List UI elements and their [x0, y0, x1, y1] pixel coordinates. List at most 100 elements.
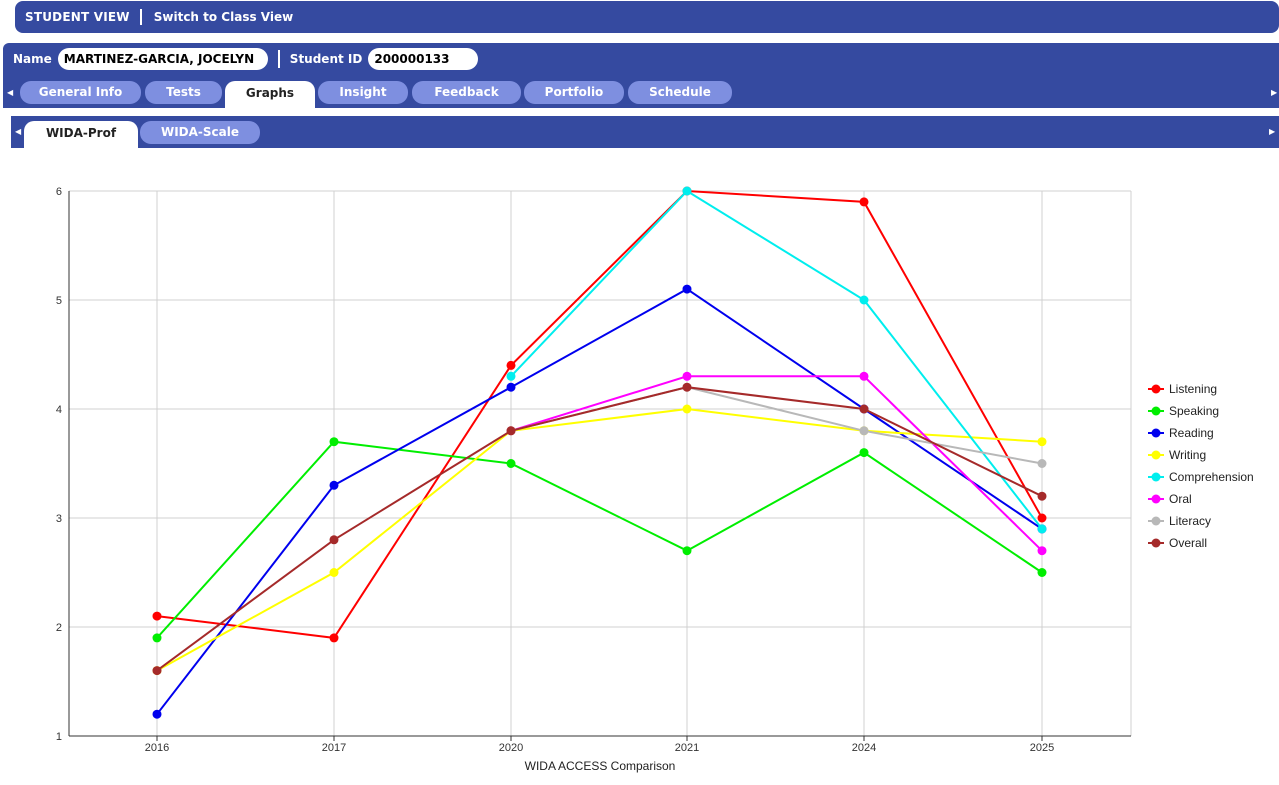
data-point-listening — [329, 633, 339, 643]
legend-item-literacy: Literacy — [1148, 514, 1211, 528]
legend-label: Writing — [1169, 448, 1206, 462]
y-tick-label: 2 — [56, 622, 62, 634]
data-point-overall — [152, 666, 162, 676]
y-tick-label: 4 — [56, 404, 62, 416]
name-label: Name — [13, 52, 52, 66]
legend-marker — [1151, 428, 1161, 438]
series-listening — [152, 186, 1047, 643]
data-point-overall — [506, 426, 516, 436]
tab-insight[interactable]: Insight — [318, 81, 408, 104]
series-line-comprehension — [510, 189, 1043, 530]
y-tick-label: 1 — [56, 731, 62, 743]
legend-label: Speaking — [1169, 404, 1219, 418]
data-point-speaking — [1037, 568, 1047, 577]
tab-feedback[interactable]: Feedback — [412, 81, 521, 104]
data-point-overall — [1037, 491, 1047, 501]
series-comprehension — [506, 186, 1047, 534]
x-tick-label: 2016 — [145, 742, 169, 754]
data-point-overall — [329, 535, 339, 545]
student-id-field: 200000133 — [368, 48, 479, 70]
legend-marker — [1151, 516, 1161, 526]
legend-marker — [1151, 494, 1161, 504]
y-tick-label: 5 — [56, 295, 62, 307]
data-point-listening — [1037, 513, 1047, 523]
data-point-speaking — [682, 546, 692, 556]
data-point-comprehension — [1037, 524, 1047, 534]
student-identity-row: Name MARTINEZ-GARCIA, JOCELYN Student ID… — [13, 48, 479, 70]
series-literacy — [506, 382, 1047, 468]
data-point-speaking — [152, 633, 162, 643]
x-tick-label: 2024 — [852, 742, 876, 754]
series-line-listening — [156, 189, 1043, 639]
legend-item-comprehension: Comprehension — [1148, 470, 1254, 484]
data-point-reading — [152, 709, 162, 719]
legend-label: Literacy — [1169, 514, 1211, 528]
main-tabs: ◀ General Info Tests Graphs Insight Feed… — [3, 80, 1279, 108]
x-axis-title: WIDA ACCESS Comparison — [525, 759, 676, 773]
tabs-scroll-right-icon[interactable]: ▶ — [1271, 88, 1278, 97]
legend-marker — [1151, 450, 1161, 460]
divider — [277, 50, 280, 68]
legend-item-overall: Overall — [1148, 536, 1207, 550]
series-speaking — [152, 437, 1047, 643]
data-point-overall — [682, 382, 692, 392]
data-point-speaking — [329, 437, 339, 447]
subtab-wida-scale[interactable]: WIDA-Scale — [140, 121, 260, 144]
tab-general-info[interactable]: General Info — [20, 81, 141, 104]
data-point-literacy — [1037, 459, 1047, 468]
x-tick-label: 2021 — [675, 742, 699, 754]
subtabs-scroll-left-icon[interactable]: ◀ — [15, 127, 22, 136]
data-point-comprehension — [859, 295, 869, 305]
subtabs-scroll-right-icon[interactable]: ▶ — [1269, 127, 1276, 136]
legend-marker — [1151, 406, 1161, 416]
legend-marker — [1151, 538, 1161, 548]
tab-graphs[interactable]: Graphs — [225, 81, 315, 108]
tab-portfolio[interactable]: Portfolio — [524, 81, 624, 104]
data-point-writing — [1037, 437, 1047, 447]
data-point-speaking — [859, 448, 869, 458]
legend-item-listening: Listening — [1148, 382, 1217, 396]
series-reading — [152, 284, 1047, 719]
student-header: Name MARTINEZ-GARCIA, JOCELYN Student ID… — [3, 43, 1279, 108]
data-point-reading — [506, 382, 516, 392]
legend-item-reading: Reading — [1148, 426, 1214, 440]
data-point-oral — [859, 371, 869, 381]
legend-label: Comprehension — [1169, 470, 1254, 484]
data-point-oral — [1037, 546, 1047, 556]
subtab-wida-prof[interactable]: WIDA-Prof — [24, 121, 138, 148]
x-tick-label: 2025 — [1030, 742, 1054, 754]
data-point-writing — [682, 404, 692, 414]
tab-tests[interactable]: Tests — [145, 81, 222, 104]
graph-subtabs: ◀ WIDA-Prof WIDA-Scale ▶ — [11, 116, 1279, 148]
data-point-comprehension — [506, 371, 516, 381]
legend-label: Listening — [1169, 382, 1217, 396]
series-overall — [152, 382, 1047, 676]
view-mode-bar: STUDENT VIEW Switch to Class View — [15, 1, 1279, 33]
x-tick-label: 2017 — [322, 742, 346, 754]
tabs-scroll-left-icon[interactable]: ◀ — [7, 88, 14, 97]
series-writing — [152, 404, 1047, 676]
data-point-reading — [682, 284, 692, 294]
student-name-field: MARTINEZ-GARCIA, JOCELYN — [57, 48, 268, 70]
series-line-reading — [156, 287, 1043, 715]
y-tick-label: 3 — [56, 513, 62, 525]
data-point-listening — [506, 360, 516, 370]
series-line-speaking — [156, 440, 1043, 639]
switch-to-class-view-link[interactable]: Switch to Class View — [153, 10, 294, 24]
data-point-comprehension — [682, 186, 692, 196]
wida-line-chart: 1 2 3 4 5 6 2016 2017 2020 2021 2024 2025 WIDA ACCES… — [56, 186, 1254, 773]
legend-label: Reading — [1169, 426, 1214, 440]
legend-item-writing: Writing — [1148, 448, 1206, 462]
student-id-label: Student ID — [289, 52, 363, 66]
tab-schedule[interactable]: Schedule — [628, 81, 732, 104]
divider — [139, 9, 142, 25]
data-point-literacy — [859, 426, 869, 436]
data-point-listening — [859, 197, 869, 207]
x-tick-label: 2020 — [499, 742, 523, 754]
student-view-label: STUDENT VIEW — [25, 10, 130, 24]
legend-label: Overall — [1169, 536, 1207, 550]
data-point-overall — [859, 404, 869, 414]
data-point-speaking — [506, 459, 516, 468]
legend-label: Oral — [1169, 492, 1192, 506]
legend-item-oral: Oral — [1148, 492, 1192, 506]
